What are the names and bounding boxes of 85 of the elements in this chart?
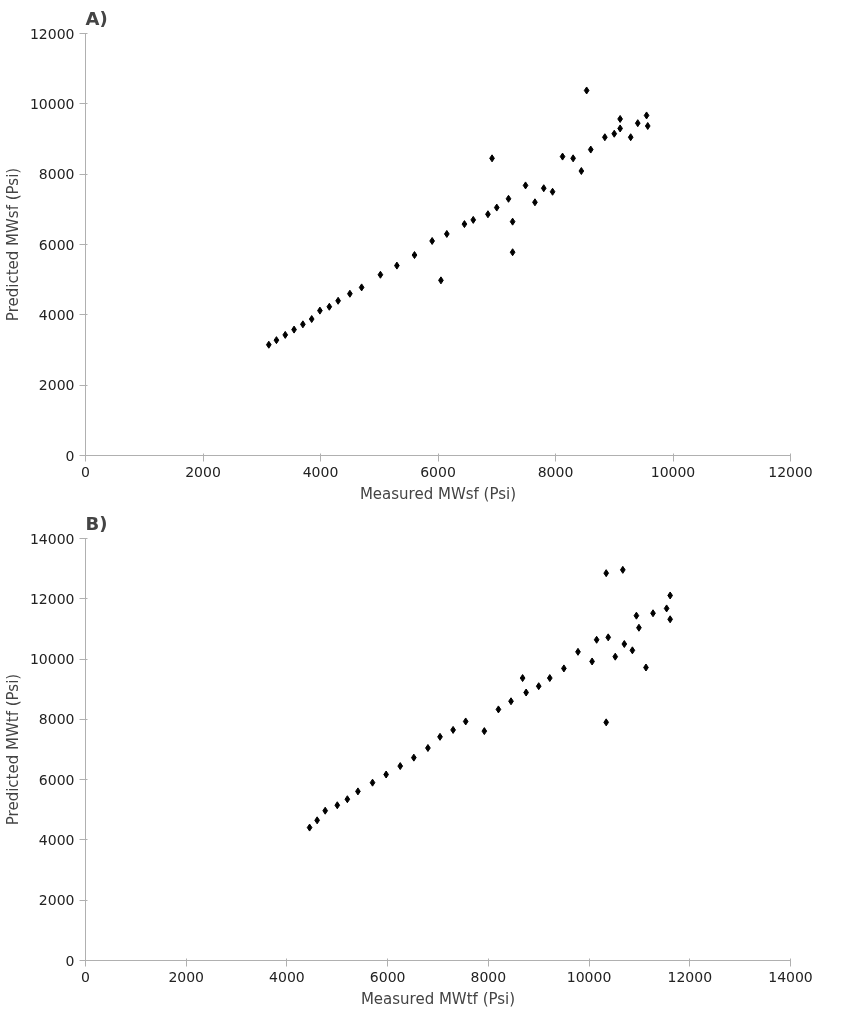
x-tick-label: 14000 <box>768 968 813 985</box>
point <box>377 270 384 279</box>
point <box>540 184 547 193</box>
y-axis-title: Predicted MWtf (Psi) <box>3 673 22 826</box>
point <box>308 315 315 324</box>
point <box>411 251 418 260</box>
point <box>593 635 600 644</box>
y-tick-label: 4000 <box>38 306 75 323</box>
point <box>282 330 289 339</box>
y-tick-label: 12000 <box>29 25 75 42</box>
x-tick-label: 0 <box>81 463 90 480</box>
point <box>481 727 488 736</box>
point <box>522 181 529 190</box>
x-axis-title: Measured MWsf (Psi) <box>359 484 517 503</box>
x-tick-label: 12000 <box>667 968 713 985</box>
x-tick-label: 10000 <box>566 968 612 985</box>
point <box>397 762 404 771</box>
point <box>358 283 365 292</box>
y-tick-label: 2000 <box>38 892 75 909</box>
point <box>612 652 619 661</box>
point <box>535 682 542 691</box>
point <box>633 611 640 620</box>
y-tick-label: 2000 <box>38 377 75 394</box>
point <box>495 705 502 714</box>
point <box>603 718 610 727</box>
point <box>334 801 341 810</box>
y-tick-label: 8000 <box>38 166 75 183</box>
point <box>549 187 556 196</box>
point <box>603 569 610 578</box>
x-tick-label: 4000 <box>302 463 339 480</box>
point <box>273 336 280 345</box>
point <box>611 129 618 138</box>
point <box>461 220 468 229</box>
point <box>493 203 500 212</box>
point <box>306 823 313 832</box>
point <box>443 229 450 238</box>
point <box>627 133 634 142</box>
point <box>265 340 272 349</box>
point <box>546 674 553 683</box>
point <box>470 215 477 224</box>
y-axis-title: Predicted MWsf (Psi) <box>3 167 22 322</box>
point <box>326 302 333 311</box>
x-tick-label: 0 <box>81 968 90 985</box>
point <box>605 633 612 642</box>
x-tick-label: 10000 <box>650 463 696 480</box>
x-axis-title: Measured MWtf (Psi) <box>360 989 516 1008</box>
point <box>621 640 628 648</box>
x-tick-label: 2000 <box>185 463 221 480</box>
y-tick-label: 10000 <box>29 95 75 112</box>
point <box>644 121 651 130</box>
point <box>559 152 566 161</box>
y-tick-label: 6000 <box>38 771 75 788</box>
point <box>578 167 585 175</box>
point <box>462 717 469 726</box>
point <box>629 646 636 655</box>
x-tick-label: 2000 <box>168 968 205 985</box>
x-tick-label: 6000 <box>369 968 406 985</box>
point <box>643 111 650 120</box>
y-tick-label: 12000 <box>29 590 75 607</box>
y-tick-label: 0 <box>65 447 75 464</box>
x-tick-label: 6000 <box>420 463 456 480</box>
y-tick-label: 0 <box>65 952 75 969</box>
point <box>509 217 516 226</box>
point <box>663 604 670 613</box>
x-tick-label: 4000 <box>269 968 305 985</box>
point <box>583 86 590 95</box>
chart-title: A) <box>85 7 108 29</box>
point <box>322 806 329 815</box>
y-tick-label: 14000 <box>29 530 75 547</box>
point <box>509 248 516 257</box>
x-tick-label: 8000 <box>537 463 574 480</box>
point <box>519 674 526 683</box>
y-tick-label: 4000 <box>38 831 75 848</box>
y-tick-label: 10000 <box>29 651 75 668</box>
point <box>634 119 641 128</box>
x-tick-label: 8000 <box>470 968 507 985</box>
point <box>505 194 512 203</box>
x-tick-label: 12000 <box>768 463 813 480</box>
point <box>587 145 594 154</box>
chart-title: B) <box>85 512 108 534</box>
point <box>369 778 376 787</box>
point <box>619 565 626 574</box>
point <box>344 795 351 804</box>
y-tick-label: 6000 <box>38 236 75 253</box>
y-tick-label: 8000 <box>38 711 75 728</box>
